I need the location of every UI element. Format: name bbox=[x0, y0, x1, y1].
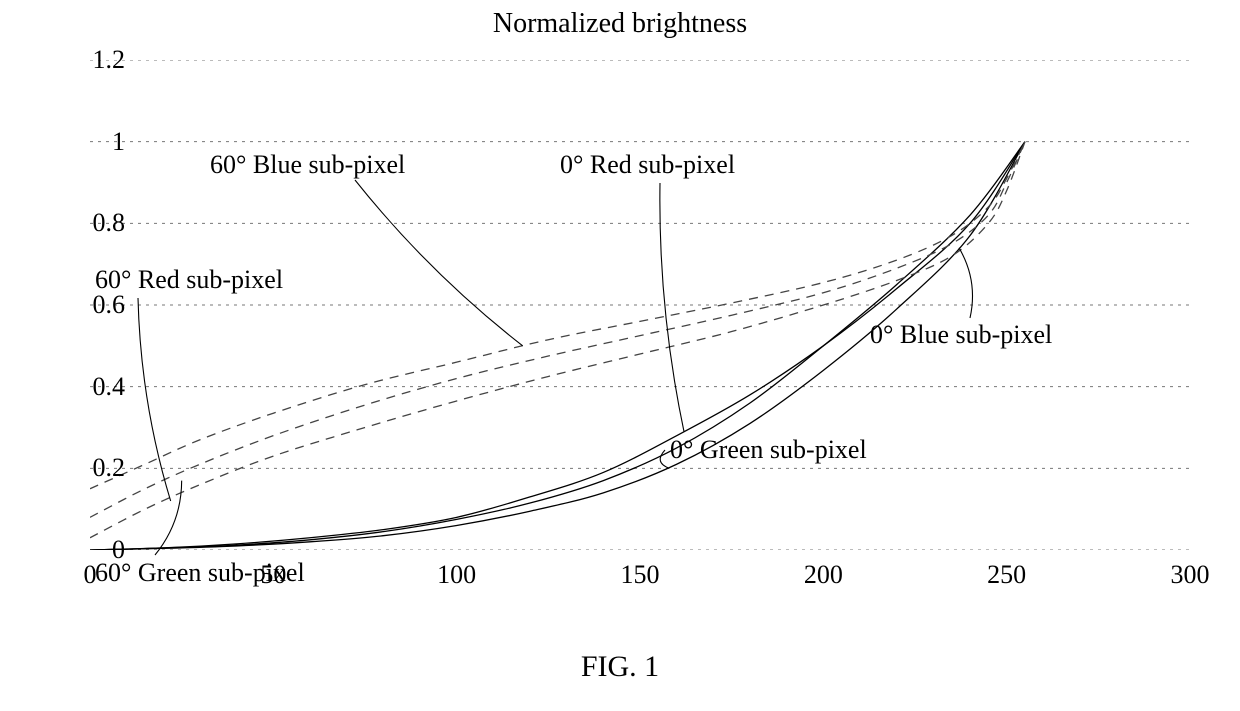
leader-label_0_blue bbox=[959, 248, 973, 318]
leader-label_60_red bbox=[138, 298, 171, 501]
leader-label_0_red bbox=[660, 183, 684, 432]
figure-container: Normalized brightness 00.20.40.60.811.2 … bbox=[0, 0, 1240, 711]
leader-label_60_blue bbox=[355, 180, 523, 346]
leader-overlay bbox=[0, 0, 1240, 711]
leader-label_0_green bbox=[660, 450, 669, 468]
